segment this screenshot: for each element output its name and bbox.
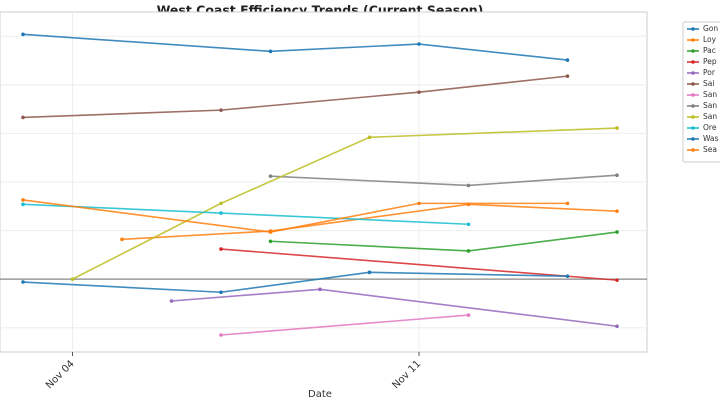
data-point bbox=[615, 278, 619, 282]
data-point bbox=[417, 90, 421, 94]
data-point bbox=[318, 287, 322, 292]
legend-label: Pep bbox=[703, 57, 717, 66]
series-line bbox=[220, 314, 469, 336]
legend-label: San bbox=[703, 101, 717, 110]
data-point bbox=[268, 239, 273, 244]
x-axis-label: Date bbox=[308, 389, 332, 400]
data-point bbox=[268, 174, 273, 178]
legend-marker bbox=[691, 137, 695, 141]
data-point bbox=[565, 201, 570, 206]
series-line bbox=[22, 75, 568, 119]
legend-label: San bbox=[703, 112, 717, 121]
data-point bbox=[615, 324, 619, 329]
legend-marker bbox=[691, 38, 695, 42]
x-tick-label: Nov 04 bbox=[44, 358, 77, 391]
series-line bbox=[22, 199, 568, 233]
data-point bbox=[565, 274, 570, 279]
data-point bbox=[417, 42, 421, 46]
legend-marker bbox=[691, 115, 695, 119]
legend-marker bbox=[691, 104, 695, 108]
data-point bbox=[219, 108, 223, 112]
series-line bbox=[121, 203, 618, 241]
data-point bbox=[21, 32, 25, 37]
legend-label: Ore bbox=[703, 123, 717, 132]
legend-marker bbox=[691, 82, 695, 86]
legend-marker bbox=[691, 60, 695, 64]
legend-label: Loy bbox=[703, 35, 717, 44]
series-line bbox=[22, 33, 568, 61]
series-line bbox=[72, 127, 618, 280]
data-point bbox=[615, 173, 619, 177]
data-point bbox=[21, 280, 25, 284]
legend-label: San bbox=[703, 90, 717, 99]
data-point bbox=[21, 202, 25, 207]
data-point bbox=[615, 230, 619, 234]
data-point bbox=[615, 126, 619, 130]
x-tick-label: Nov 11 bbox=[390, 358, 423, 391]
legend-label: Was bbox=[703, 134, 719, 143]
legend-label: Pac bbox=[703, 46, 716, 55]
data-point bbox=[268, 230, 273, 234]
data-point bbox=[367, 270, 372, 275]
data-point bbox=[367, 135, 372, 140]
series-line bbox=[22, 271, 568, 294]
data-point bbox=[466, 249, 471, 253]
data-point bbox=[219, 201, 223, 206]
data-point bbox=[169, 299, 174, 303]
legend-marker bbox=[691, 27, 695, 31]
legend-label: Sea bbox=[703, 145, 717, 154]
legend-marker bbox=[691, 71, 695, 75]
data-point bbox=[21, 198, 25, 202]
legend-label: Sai bbox=[703, 79, 714, 88]
data-point bbox=[219, 290, 223, 295]
data-point bbox=[70, 277, 75, 281]
data-point bbox=[268, 49, 273, 54]
legend-marker bbox=[691, 148, 695, 152]
legend-marker bbox=[691, 126, 695, 130]
data-point bbox=[466, 222, 471, 227]
data-point bbox=[615, 209, 619, 213]
series-line bbox=[220, 248, 618, 281]
data-point bbox=[466, 313, 471, 317]
data-point bbox=[565, 58, 570, 62]
data-point bbox=[417, 201, 421, 206]
legend-label: Gon bbox=[703, 24, 718, 33]
data-point bbox=[219, 247, 223, 251]
data-point bbox=[219, 333, 223, 337]
legend-label: Por bbox=[703, 68, 716, 77]
data-point bbox=[565, 74, 570, 78]
data-point bbox=[219, 211, 223, 215]
data-point bbox=[466, 183, 471, 188]
data-point bbox=[21, 115, 25, 120]
legend-marker bbox=[691, 93, 695, 97]
legend-marker bbox=[691, 49, 695, 53]
data-point bbox=[120, 237, 124, 242]
